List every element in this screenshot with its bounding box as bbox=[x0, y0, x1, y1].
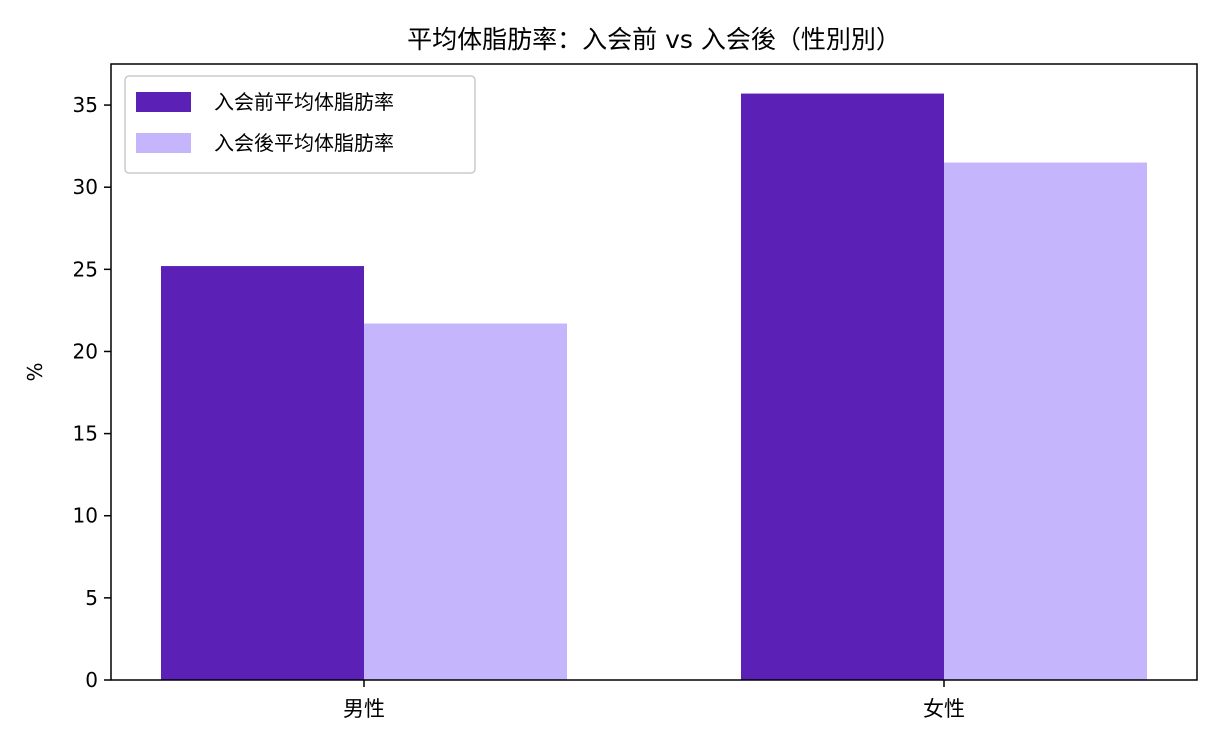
legend-label: 入会前平均体脂肪率 bbox=[214, 90, 394, 114]
y-tick-label: 30 bbox=[73, 175, 98, 199]
bars-layer bbox=[161, 93, 1147, 681]
y-tick-label: 0 bbox=[85, 668, 98, 692]
x-tick-label: 女性 bbox=[923, 697, 965, 721]
y-tick-label: 10 bbox=[73, 504, 98, 528]
bar-before-male bbox=[161, 266, 364, 680]
y-tick-label: 25 bbox=[73, 257, 98, 281]
y-tick-label: 15 bbox=[73, 422, 98, 446]
y-axis-label: % bbox=[23, 362, 47, 381]
y-tick-label: 5 bbox=[85, 586, 98, 610]
y-tick-label: 20 bbox=[73, 339, 98, 363]
axes-frame bbox=[110, 63, 1198, 681]
x-tick-label: 男性 bbox=[343, 697, 385, 721]
legend-swatch bbox=[136, 133, 191, 153]
bar-after-female bbox=[944, 162, 1147, 680]
legend-swatch bbox=[136, 92, 191, 112]
axes-layer: 0 5 10 15 20 25 30 35 男性 女性 bbox=[73, 63, 1198, 721]
legend-label: 入会後平均体脂肪率 bbox=[214, 131, 394, 155]
bar-before-female bbox=[741, 93, 944, 681]
legend-box bbox=[124, 75, 476, 174]
chart-title: 平均体脂肪率：入会前 vs 入会後（性別別） bbox=[407, 25, 901, 54]
y-tick-label: 35 bbox=[73, 93, 98, 117]
bar-after-male bbox=[364, 323, 567, 680]
